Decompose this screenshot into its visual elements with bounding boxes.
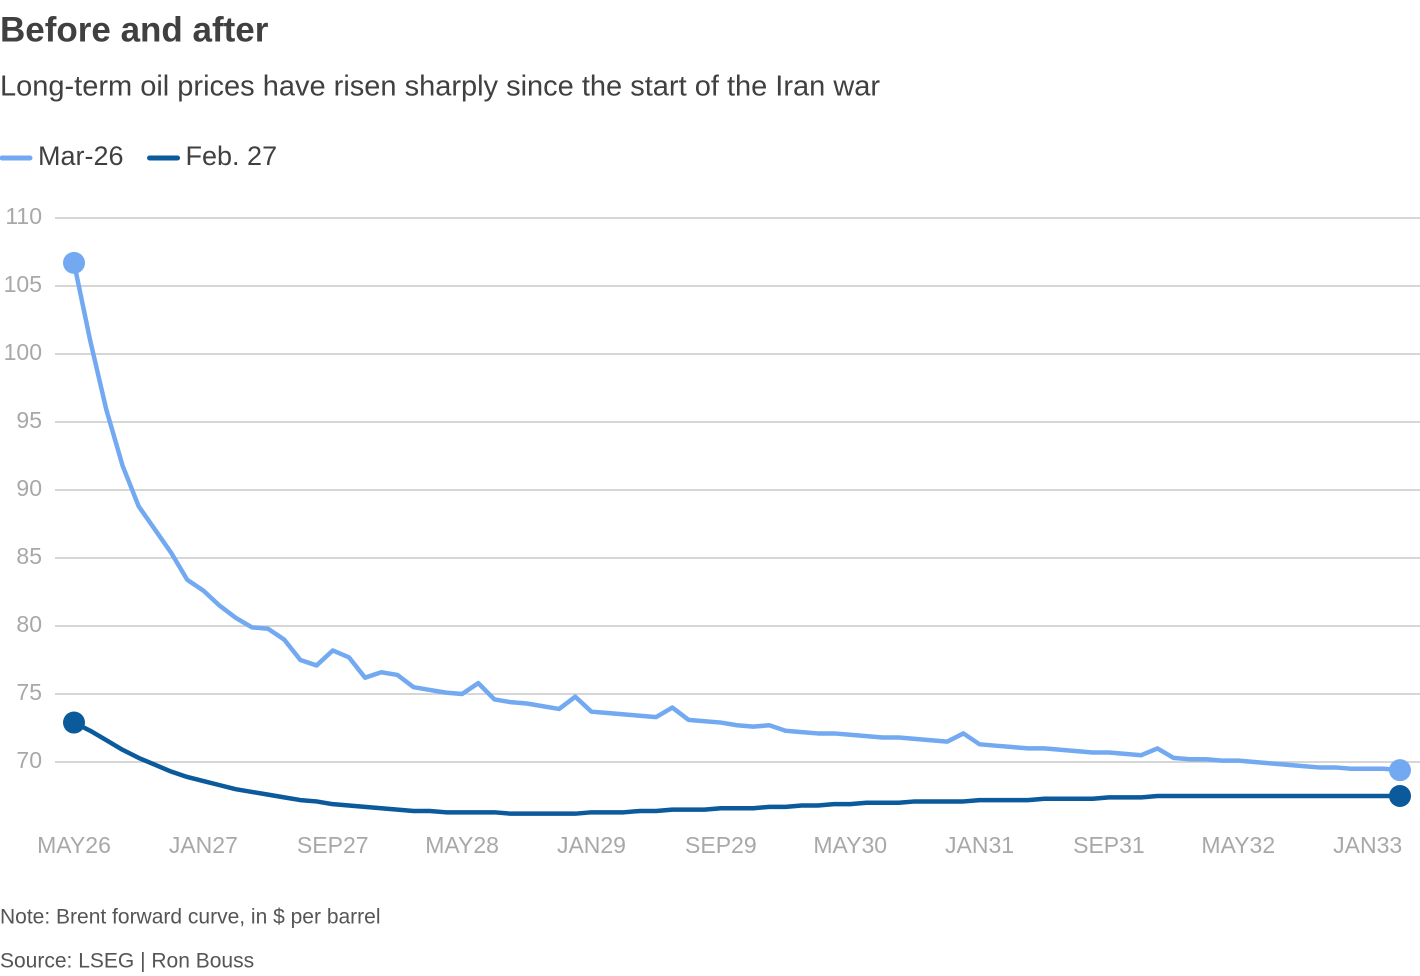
x-tick-label: SEP31	[1073, 832, 1145, 858]
chart-title: Before and after	[0, 10, 269, 49]
x-tick-label: MAY26	[37, 832, 111, 858]
y-tick-label: 75	[16, 679, 42, 705]
legend-label: Mar-26	[38, 141, 124, 171]
x-tick-label: MAY30	[813, 832, 887, 858]
x-tick-label: SEP27	[297, 832, 369, 858]
series-line	[71, 720, 1403, 816]
end-marker	[63, 711, 85, 734]
chart-subtitle: Long-term oil prices have risen sharply …	[0, 71, 880, 103]
note: Note: Brent forward curve, in $ per barr…	[0, 906, 381, 929]
x-tick-label: MAY28	[425, 832, 499, 858]
y-tick-label: 110	[5, 203, 42, 229]
end-marker	[1389, 785, 1411, 807]
y-tick-label: 105	[4, 271, 42, 297]
legend-label: Feb. 27	[186, 141, 278, 171]
end-marker	[1389, 759, 1411, 782]
x-tick-label: JAN33	[1333, 832, 1402, 858]
x-tick-label: MAY32	[1201, 832, 1275, 858]
y-tick-label: 80	[16, 611, 42, 637]
y-tick-label: 100	[4, 339, 42, 365]
series-line	[71, 260, 1403, 773]
x-tick-label: JAN31	[945, 832, 1014, 858]
x-tick-label: JAN27	[169, 832, 238, 858]
y-tick-label: 90	[16, 475, 42, 501]
y-tick-label: 70	[16, 747, 42, 773]
x-tick-label: SEP29	[685, 832, 757, 858]
y-tick-label: 95	[16, 407, 42, 433]
y-tick-label: 85	[16, 543, 42, 569]
end-marker	[63, 251, 85, 274]
source: Source: LSEG | Ron Bouss	[0, 950, 254, 973]
x-tick-label: JAN29	[557, 832, 626, 858]
